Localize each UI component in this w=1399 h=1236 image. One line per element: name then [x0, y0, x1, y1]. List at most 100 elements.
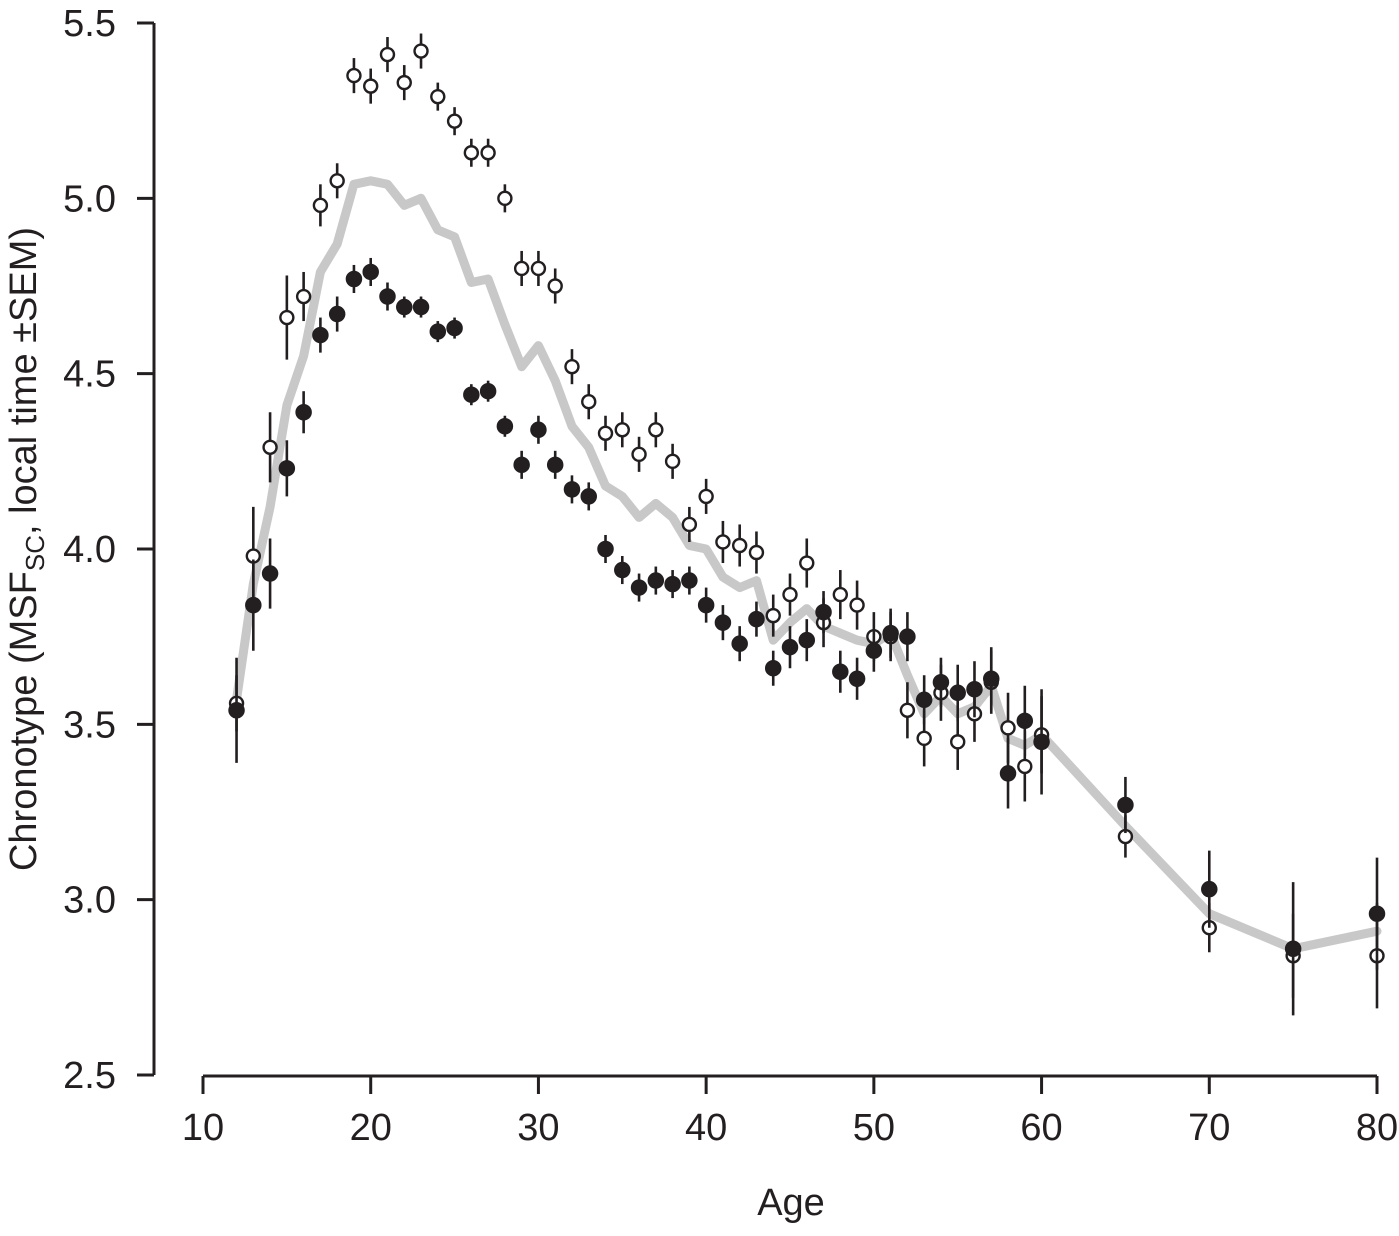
open-point [581, 394, 597, 410]
filled-point [1284, 940, 1302, 958]
filled-point [983, 670, 1000, 687]
open-point [564, 358, 580, 375]
x-tick-label: 10 [182, 1107, 224, 1149]
open-point [513, 260, 530, 277]
open-point [396, 74, 412, 91]
filled-point [245, 596, 262, 614]
filled-point [915, 691, 933, 709]
filled-point [463, 386, 480, 403]
filled-point [362, 263, 379, 281]
open-point [681, 516, 698, 533]
open-point [799, 555, 815, 571]
filled-point [295, 403, 312, 421]
open-point [765, 607, 781, 624]
filled-point [580, 488, 597, 505]
filled-point [429, 323, 447, 340]
filled-point [832, 663, 849, 680]
open-point [631, 446, 647, 463]
y-tick-label: 5.5 [63, 3, 116, 45]
filled-point [546, 456, 564, 474]
x-tick-label: 50 [853, 1107, 895, 1149]
open-point [849, 597, 865, 613]
filled-point [1117, 796, 1134, 814]
open-point [530, 260, 547, 277]
filled-point [865, 642, 883, 659]
filled-point [815, 603, 832, 621]
y-tick-label: 3.5 [63, 704, 116, 746]
open-point [346, 67, 362, 84]
y-axis-title-suffix: , local time ±SEM) [3, 227, 45, 535]
filled-point [1368, 905, 1386, 922]
y-tick-label: 2.5 [63, 1055, 116, 1097]
x-tick-label: 70 [1188, 1107, 1230, 1149]
filled-point [999, 765, 1017, 782]
filled-point [479, 382, 497, 400]
trend-line [232, 176, 1382, 954]
open-point [363, 78, 379, 94]
open-point [698, 488, 714, 505]
x-tick-label: 80 [1356, 1107, 1398, 1149]
open-point [312, 197, 329, 214]
open-point [262, 439, 278, 456]
open-point [480, 145, 496, 161]
filled-point [748, 610, 765, 628]
open-point [614, 422, 630, 438]
filled-point [932, 674, 950, 691]
y-axis-title-subscript: SC [20, 535, 50, 571]
filled-point [563, 481, 581, 498]
y-axis-title-prefix: Chronotype (MSF [3, 571, 45, 871]
y-tick-label: 5.0 [63, 178, 116, 220]
x-tick-label: 60 [1020, 1107, 1062, 1149]
open-point [748, 544, 765, 561]
y-axis-title: Chronotype (MSFSC, local time ±SEM) [3, 227, 50, 871]
filled-point [664, 575, 681, 593]
open-point [782, 586, 798, 603]
open-point [413, 43, 429, 59]
open-point [295, 288, 312, 305]
filled-point [396, 298, 413, 316]
filled-point [899, 628, 916, 645]
filled-point [681, 572, 698, 589]
filled-point [882, 624, 899, 642]
open-point [715, 534, 731, 550]
open-point [664, 453, 681, 470]
open-point [899, 702, 916, 719]
filled-point [764, 659, 782, 677]
y-tick-label: 3.0 [63, 880, 116, 922]
open-point [597, 425, 614, 441]
filled-point [614, 561, 631, 579]
filled-point [1201, 880, 1218, 898]
open-point [329, 173, 345, 189]
filled-point [966, 681, 983, 698]
ticks-layer: 2.5 3.0 3.5 4.0 4.5 5.0 5.5 10 20 30 40 50 60 70 80 [63, 3, 1398, 1149]
filled-point [781, 638, 799, 656]
open-point [1000, 720, 1016, 736]
filled-point [496, 418, 514, 435]
open-point [916, 730, 932, 747]
filled-point [949, 684, 966, 702]
open-point [648, 422, 664, 438]
x-axis-title: Age [757, 1182, 825, 1224]
filled-point [697, 596, 715, 614]
filled-point [731, 635, 748, 652]
filled-point [530, 421, 547, 439]
filled-point [261, 565, 279, 582]
filled-point [647, 572, 665, 589]
filled-point [1033, 733, 1050, 751]
filled-point [798, 631, 816, 649]
y-tick-label: 4.5 [63, 354, 116, 396]
filled-point [278, 460, 296, 477]
points-layer [228, 33, 1386, 1016]
open-point [1017, 758, 1033, 775]
filled-point [630, 579, 648, 596]
open-point [731, 537, 748, 554]
filled-point [1016, 712, 1034, 730]
trend-layer [232, 176, 1382, 954]
open-point [832, 586, 849, 603]
open-point [446, 113, 463, 129]
open-point [547, 278, 563, 294]
y-tick-label: 4.0 [63, 529, 116, 571]
x-tick-label: 40 [685, 1107, 727, 1149]
x-tick-label: 20 [350, 1107, 392, 1149]
filled-point [848, 670, 866, 687]
